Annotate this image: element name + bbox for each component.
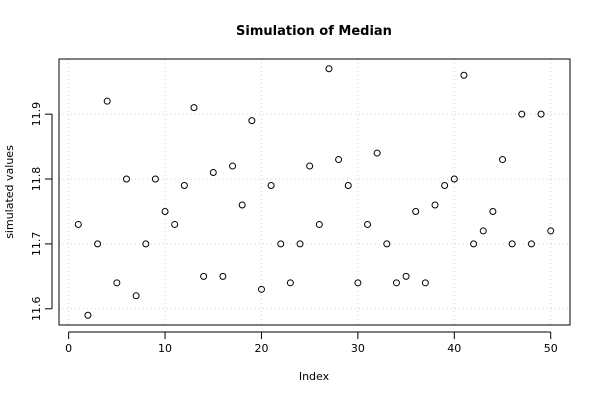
data-point (354, 279, 362, 287)
data-point (325, 65, 333, 73)
data-point (84, 311, 92, 319)
data-point (113, 279, 121, 287)
data-point (344, 182, 352, 190)
y-tick-label: 11.8 (30, 167, 43, 192)
data-point (103, 97, 111, 105)
x-tick-label: 40 (447, 342, 461, 355)
data-point (180, 182, 188, 190)
data-point (296, 240, 304, 248)
x-tick-label: 50 (544, 342, 558, 355)
data-point (373, 149, 381, 157)
data-point (489, 207, 497, 215)
data-point (383, 240, 391, 248)
x-tick-label: 0 (65, 342, 72, 355)
y-axis-label: simulated values (3, 145, 16, 239)
data-point (267, 182, 275, 190)
grid (59, 59, 570, 325)
plot-frame (58, 58, 571, 326)
chart-title: Simulation of Median (236, 24, 392, 39)
y-tick-label: 11.6 (30, 297, 43, 322)
data-point (277, 240, 285, 248)
data-point (441, 182, 449, 190)
x-tick-label: 20 (254, 342, 268, 355)
data-point (412, 207, 420, 215)
data-point (248, 117, 256, 125)
data-point (132, 292, 140, 300)
data-point (94, 240, 102, 248)
data-point (200, 272, 208, 280)
data-point (335, 156, 343, 164)
data-point (190, 104, 198, 112)
data-point (450, 175, 458, 183)
data-point (315, 220, 323, 228)
data-point (229, 162, 237, 170)
data-point (286, 279, 294, 287)
y-tick-label: 11.9 (30, 102, 43, 127)
y-tick-label: 11.7 (30, 232, 43, 257)
data-point (171, 220, 179, 228)
data-point (364, 220, 372, 228)
x-axis: 0 10 20 30 40 50 (65, 331, 558, 355)
data-point (499, 156, 507, 164)
data-point (74, 220, 82, 228)
data-point (142, 240, 150, 248)
data-point (421, 279, 429, 287)
x-tick-label: 10 (158, 342, 172, 355)
data-points (74, 65, 555, 319)
data-point (257, 285, 265, 293)
data-point (479, 227, 487, 235)
x-axis-label: Index (299, 370, 330, 383)
data-point (161, 207, 169, 215)
data-point (209, 169, 217, 177)
data-point (402, 272, 410, 280)
data-point (547, 227, 555, 235)
data-point (508, 240, 516, 248)
y-axis: 11.6 11.7 11.8 11.9 (30, 102, 53, 322)
data-point (392, 279, 400, 287)
data-point (306, 162, 314, 170)
data-point (470, 240, 478, 248)
data-point (122, 175, 130, 183)
data-point (431, 201, 439, 209)
data-point (238, 201, 246, 209)
data-point (537, 110, 545, 118)
data-point (518, 110, 526, 118)
x-tick-label: 30 (351, 342, 365, 355)
data-point (219, 272, 227, 280)
data-point (460, 71, 468, 79)
data-point (527, 240, 535, 248)
data-point (151, 175, 159, 183)
